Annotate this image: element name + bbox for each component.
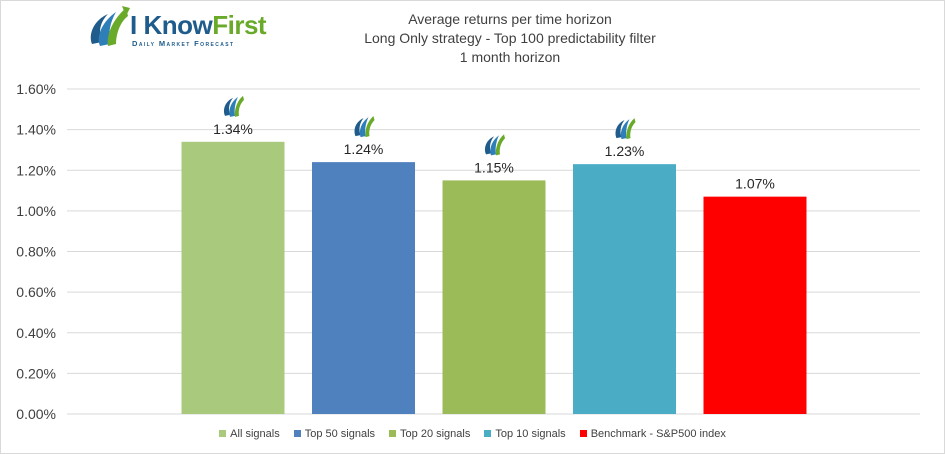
y-tick-label: 1.00%	[16, 203, 56, 219]
chart-title-line-2: Long Only strategy - Top 100 predictabil…	[364, 30, 656, 46]
data-label-top-10-signals: 1.23%	[605, 143, 645, 159]
legend-label: Top 20 signals	[400, 428, 471, 440]
legend-swatch	[389, 430, 397, 437]
chart-title-line-3: 1 month horizon	[459, 49, 561, 65]
legend-label: Benchmark - S&P500 index	[590, 428, 726, 440]
legend-swatch	[579, 430, 587, 437]
y-axis: 0.00% 0.20% 0.40% 0.60% 0.80% 1.00% 1.20% 1.40%…	[16, 81, 920, 422]
y-tick-label: 0.00%	[16, 406, 56, 422]
legend-label: Top 50 signals	[304, 428, 376, 440]
bars	[181, 141, 807, 414]
y-tick-label: 0.60%	[16, 284, 56, 300]
data-label-all-signals: 1.34%	[213, 121, 253, 137]
y-tick-label: 1.60%	[16, 81, 56, 97]
bar-top-10-signals	[573, 164, 676, 414]
legend-item-top-10-signals: Top 10 signals	[484, 428, 566, 440]
logo-marker-icon	[223, 95, 244, 117]
y-tick-label: 0.20%	[16, 365, 56, 381]
logo-marker-icon	[354, 116, 375, 138]
data-label-top-50-signals: 1.24%	[344, 141, 384, 157]
logo-name-part1: I Know	[130, 10, 213, 40]
bar-benchmark-sandp500-index	[703, 196, 807, 414]
legend-swatch	[293, 430, 301, 437]
logo-marker-icon	[615, 118, 636, 140]
legend-item-benchmark-sandp500-index: Benchmark - S&P500 index	[579, 428, 726, 440]
chart-title-line-1: Average returns per time horizon	[408, 11, 612, 27]
y-tick-label: 1.20%	[16, 162, 56, 178]
legend-item-top-20-signals: Top 20 signals	[389, 428, 470, 440]
logo-swoosh-icon	[90, 6, 130, 46]
data-label-benchmark-sandp500-index: 1.07%	[735, 176, 775, 192]
legend-item-all-signals: All signals	[219, 428, 280, 440]
bar-top-50-signals	[312, 162, 415, 414]
logo-tagline: Daily Market Forecast	[132, 39, 235, 48]
bar-top-20-signals	[442, 180, 546, 414]
chart-title: Average returns per time horizon Long On…	[300, 10, 720, 67]
legend-swatch	[219, 430, 227, 437]
y-tick-label: 0.80%	[16, 244, 56, 260]
logo-markers	[223, 95, 636, 156]
bar-all-signals	[181, 141, 285, 414]
y-tick-label: 1.40%	[16, 122, 56, 138]
legend-item-top-50-signals: Top 50 signals	[293, 428, 376, 440]
chart-legend: All signals Top 50 signals Top 20 signals T…	[0, 428, 945, 440]
logo-name-part2: First	[212, 10, 267, 40]
legend-label: All signals	[230, 428, 280, 440]
legend-swatch	[484, 430, 492, 437]
y-tick-label: 0.40%	[16, 325, 56, 341]
legend-label: Top 10 signals	[495, 428, 566, 440]
logo-wordmark: I KnowFirst	[130, 10, 267, 41]
data-labels: 1.34% 1.24% 1.15% 1.23% 1.07%	[213, 121, 775, 192]
brand-logo: I KnowFirst Daily Market Forecast	[86, 4, 267, 52]
data-label-top-20-signals: 1.15%	[474, 159, 514, 175]
logo-marker-icon	[484, 134, 505, 156]
